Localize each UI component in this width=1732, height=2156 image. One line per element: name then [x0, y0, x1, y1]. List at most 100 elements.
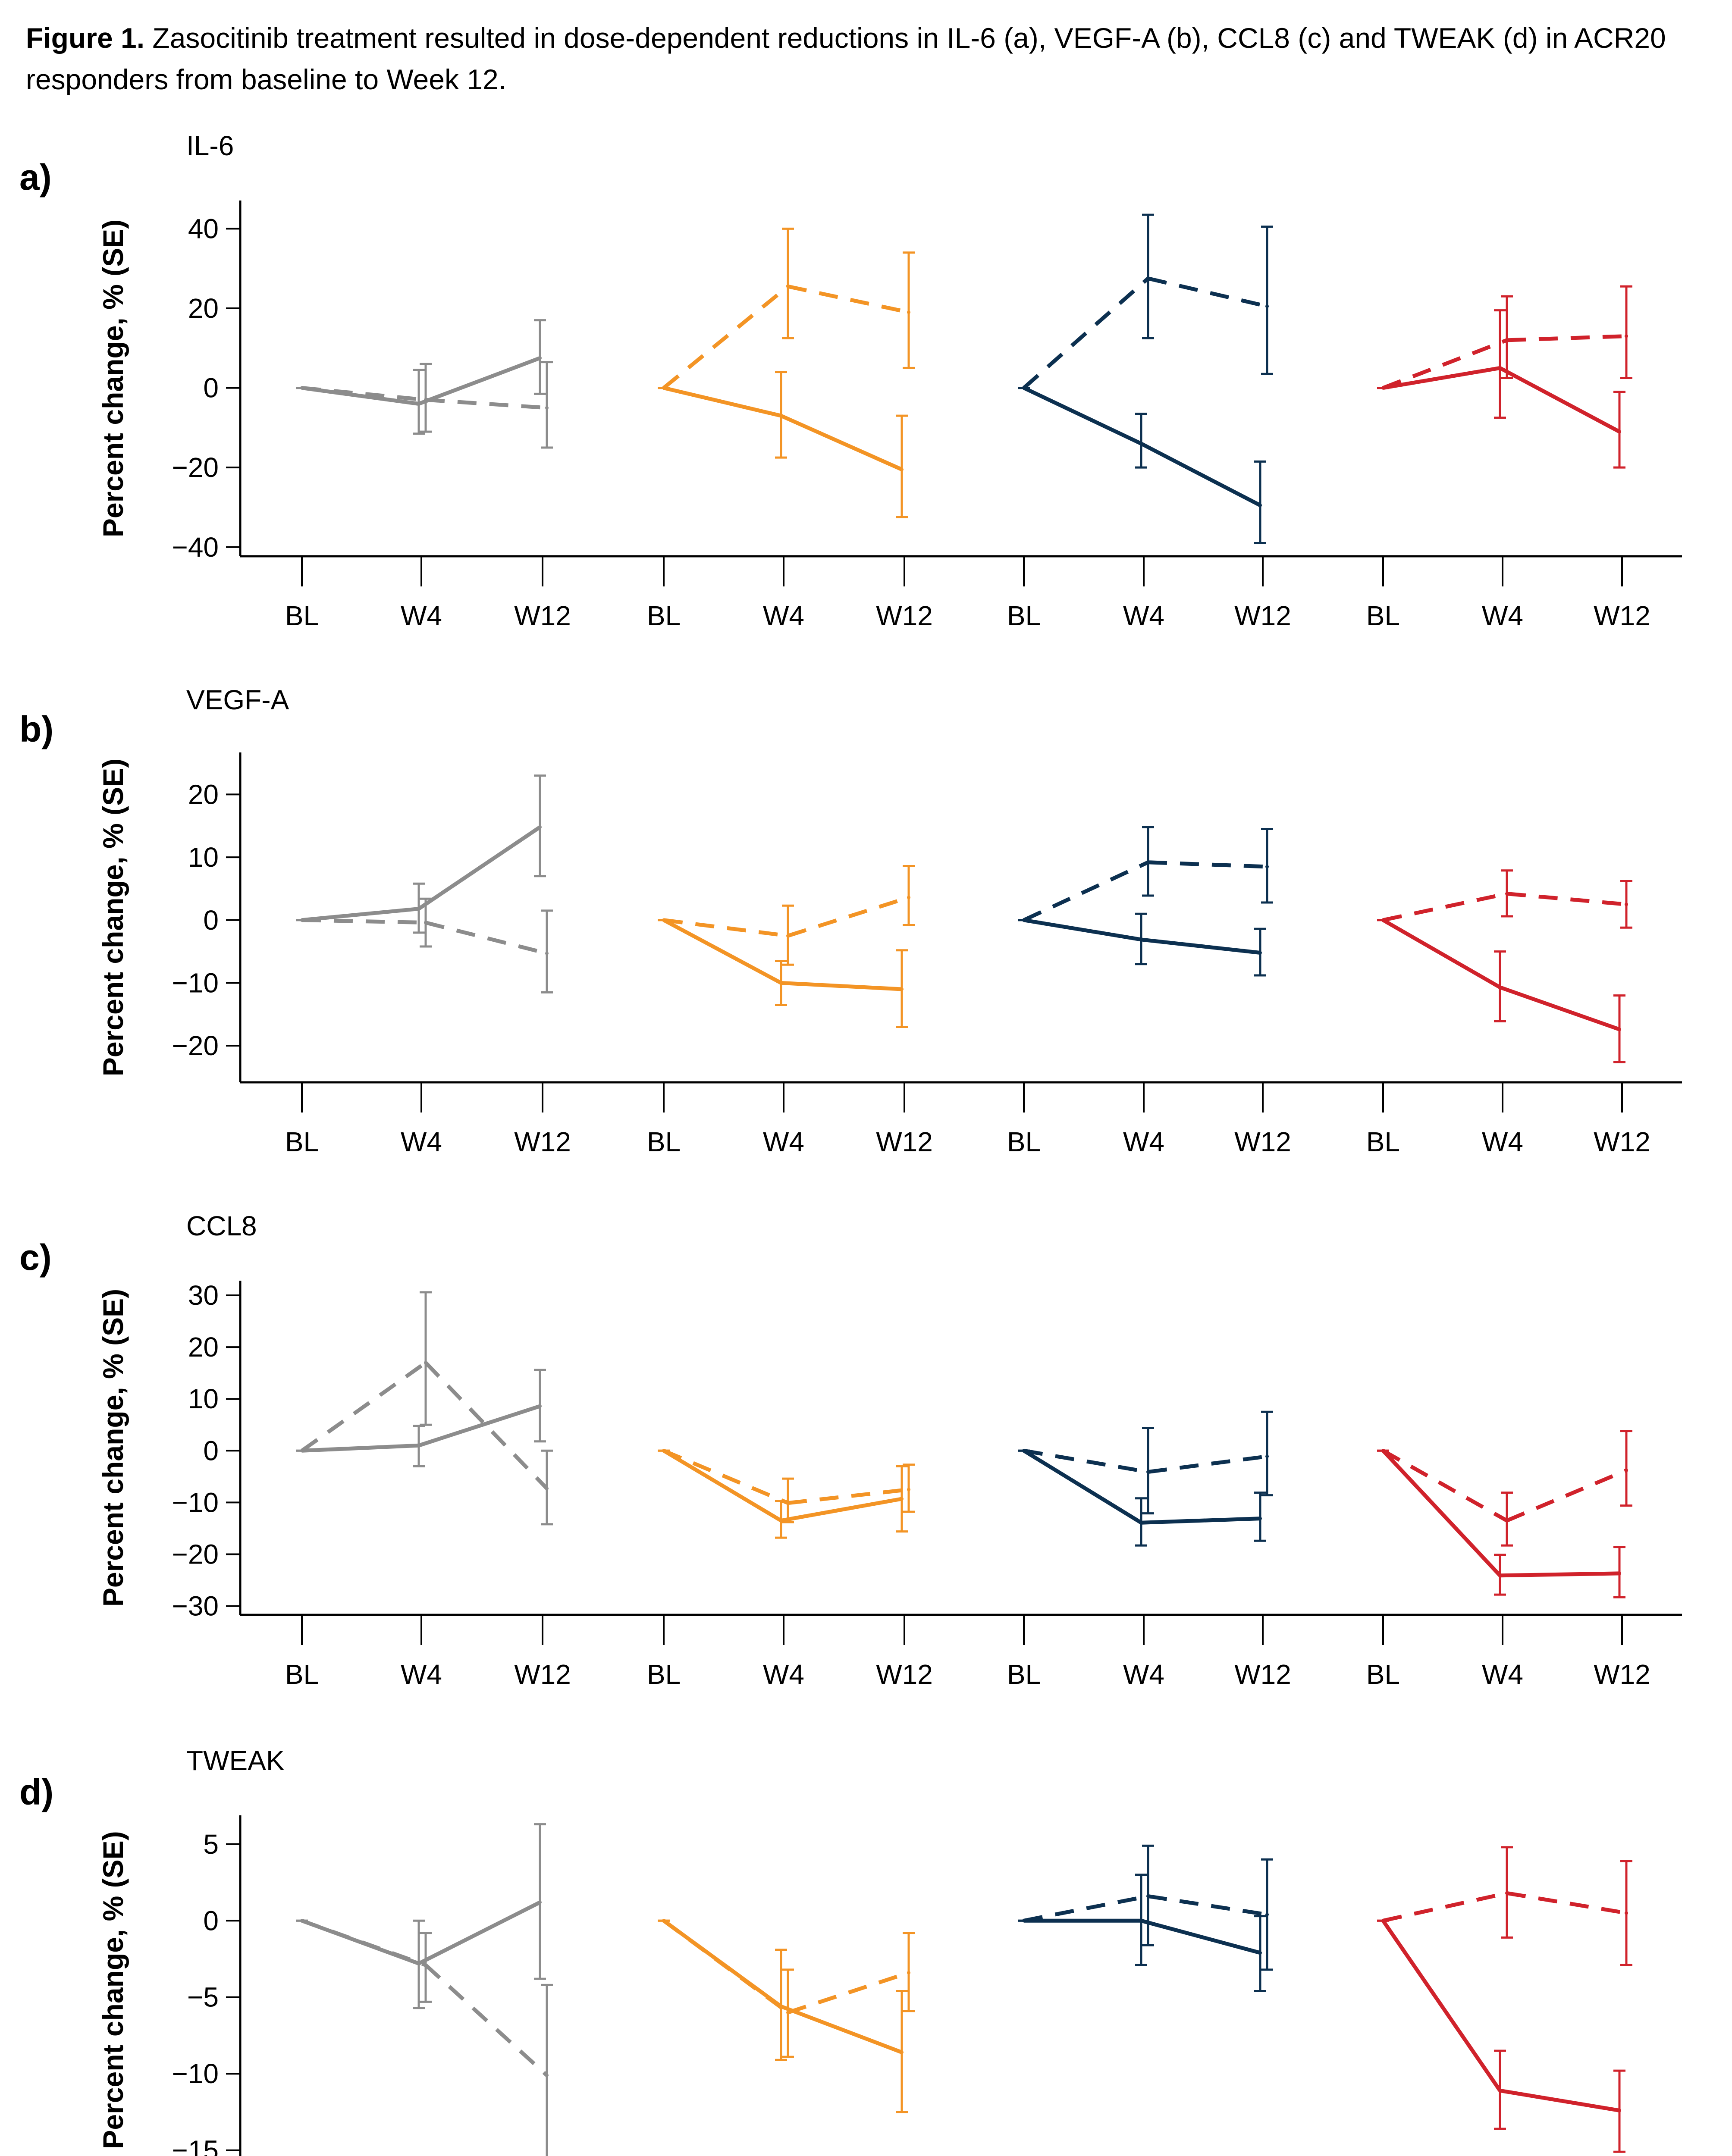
series-line-segment [418, 1404, 541, 1448]
series-line-segment [1383, 892, 1507, 922]
data-point [1625, 903, 1628, 906]
x-tick-label: W4 [1123, 600, 1164, 631]
data-point [1139, 1521, 1143, 1525]
series-line-segment [662, 1449, 782, 1523]
data-point [417, 1444, 420, 1448]
data-point [786, 2011, 790, 2015]
x-tick-label: W4 [1482, 1126, 1523, 1157]
series-line-segment [1148, 860, 1268, 869]
data-point [1022, 386, 1026, 390]
y-tick-label: 0 [203, 1435, 219, 1466]
x-tick-label: W4 [401, 1126, 442, 1157]
data-point [545, 951, 549, 955]
x-tick-label: W4 [401, 600, 442, 631]
data-point [1258, 1951, 1262, 1955]
y-tick-label: 40 [188, 213, 219, 244]
data-point [538, 356, 542, 360]
series-line-segment [787, 896, 910, 938]
panel-label: d) [19, 1772, 53, 1812]
panel-title: CCL8 [186, 1210, 257, 1241]
data-point [662, 386, 665, 390]
series-placebo-non-responder [296, 1291, 553, 1526]
data-point [1258, 1517, 1262, 1520]
series-line-segment [1382, 918, 1501, 989]
y-axis-label: Percent change, % (SE) [97, 1831, 129, 2149]
series-line-segment [424, 1963, 549, 2077]
data-point [1265, 865, 1269, 868]
data-point [1625, 1468, 1628, 1472]
series-zaso15-non-responder [1018, 213, 1273, 390]
series-placebo-responder [296, 1823, 546, 2009]
panel-label: a) [19, 157, 52, 197]
series-line-segment [1506, 1468, 1627, 1523]
data-point [900, 467, 904, 471]
series-line-segment [1141, 937, 1261, 955]
series-placebo-responder [296, 1369, 546, 1467]
data-point [1265, 1913, 1269, 1917]
data-point [1505, 892, 1509, 896]
data-point [300, 918, 304, 922]
series-line-segment [1141, 1517, 1261, 1525]
series-line-segment [1023, 860, 1149, 922]
series-line-segment [781, 1497, 902, 1523]
data-point [538, 825, 542, 829]
y-tick-label: 10 [188, 842, 219, 873]
data-point [1498, 366, 1502, 370]
data-point [907, 1971, 910, 1974]
x-tick-label: W12 [876, 1126, 933, 1157]
panel-title: VEGF-A [186, 684, 289, 715]
series-line-segment [1140, 442, 1261, 507]
data-point [900, 1497, 904, 1501]
x-tick-label: BL [647, 600, 681, 631]
x-tick-label: W12 [1594, 1126, 1650, 1157]
y-tick-label: −10 [172, 1487, 219, 1518]
data-point [1139, 1919, 1143, 1923]
data-point [907, 896, 910, 899]
y-tick-label: 5 [203, 1829, 219, 1860]
series-placebo-responder [296, 319, 546, 435]
x-tick-label: W4 [763, 600, 804, 631]
series-line-segment [1381, 1919, 1502, 2092]
series-line-segment [1500, 2088, 1620, 2112]
series-zaso15-responder [1018, 1449, 1266, 1547]
data-point [300, 1919, 304, 1923]
panel-label: c) [19, 1237, 52, 1278]
series-line-segment [301, 907, 419, 922]
figure-title-text: Zasocitinib treatment resulted in dose-d… [26, 22, 1666, 95]
data-point [1625, 334, 1628, 338]
x-tick-label: W12 [1234, 600, 1291, 631]
series-placebo-non-responder [296, 1919, 553, 2156]
y-tick-label: −40 [172, 532, 219, 563]
data-point [779, 414, 783, 418]
x-tick-label: BL [1366, 600, 1400, 631]
x-tick-label: W4 [763, 1659, 804, 1690]
x-tick-label: BL [285, 1126, 319, 1157]
y-tick-label: 0 [203, 1905, 219, 1936]
panel-title: IL-6 [186, 130, 234, 161]
panel-vegf-a: b) VEGF-A Percent change, % (SE) 20 10 0 −10 −2… [19, 684, 1682, 1157]
x-tick-label: W12 [514, 1659, 571, 1690]
series-line-segment [1023, 1448, 1148, 1474]
data-point [538, 1404, 542, 1408]
data-point [1498, 2089, 1502, 2093]
series-line-segment [1023, 1894, 1148, 1923]
series-line-segment [418, 356, 541, 406]
x-tick-label: W4 [401, 1659, 442, 1690]
series-zaso30-non-responder [1377, 1430, 1632, 1547]
series-line-segment [301, 1919, 427, 1967]
data-point [786, 934, 790, 938]
series-line-segment [787, 1971, 910, 2015]
y-tick-label: −20 [172, 452, 219, 483]
x-tick-label: W4 [1123, 1126, 1164, 1157]
data-point [1258, 503, 1262, 507]
data-point [1381, 918, 1385, 922]
series-zaso30-responder [1377, 1449, 1625, 1598]
series-zaso30-non-responder [1377, 1846, 1632, 1966]
x-tick-label: W4 [1123, 1659, 1164, 1690]
series-zaso5-responder [658, 371, 908, 519]
x-tick-label: BL [285, 600, 319, 631]
data-point [1146, 1894, 1150, 1898]
data-point [662, 1449, 665, 1453]
y-tick-label: −10 [172, 967, 219, 998]
